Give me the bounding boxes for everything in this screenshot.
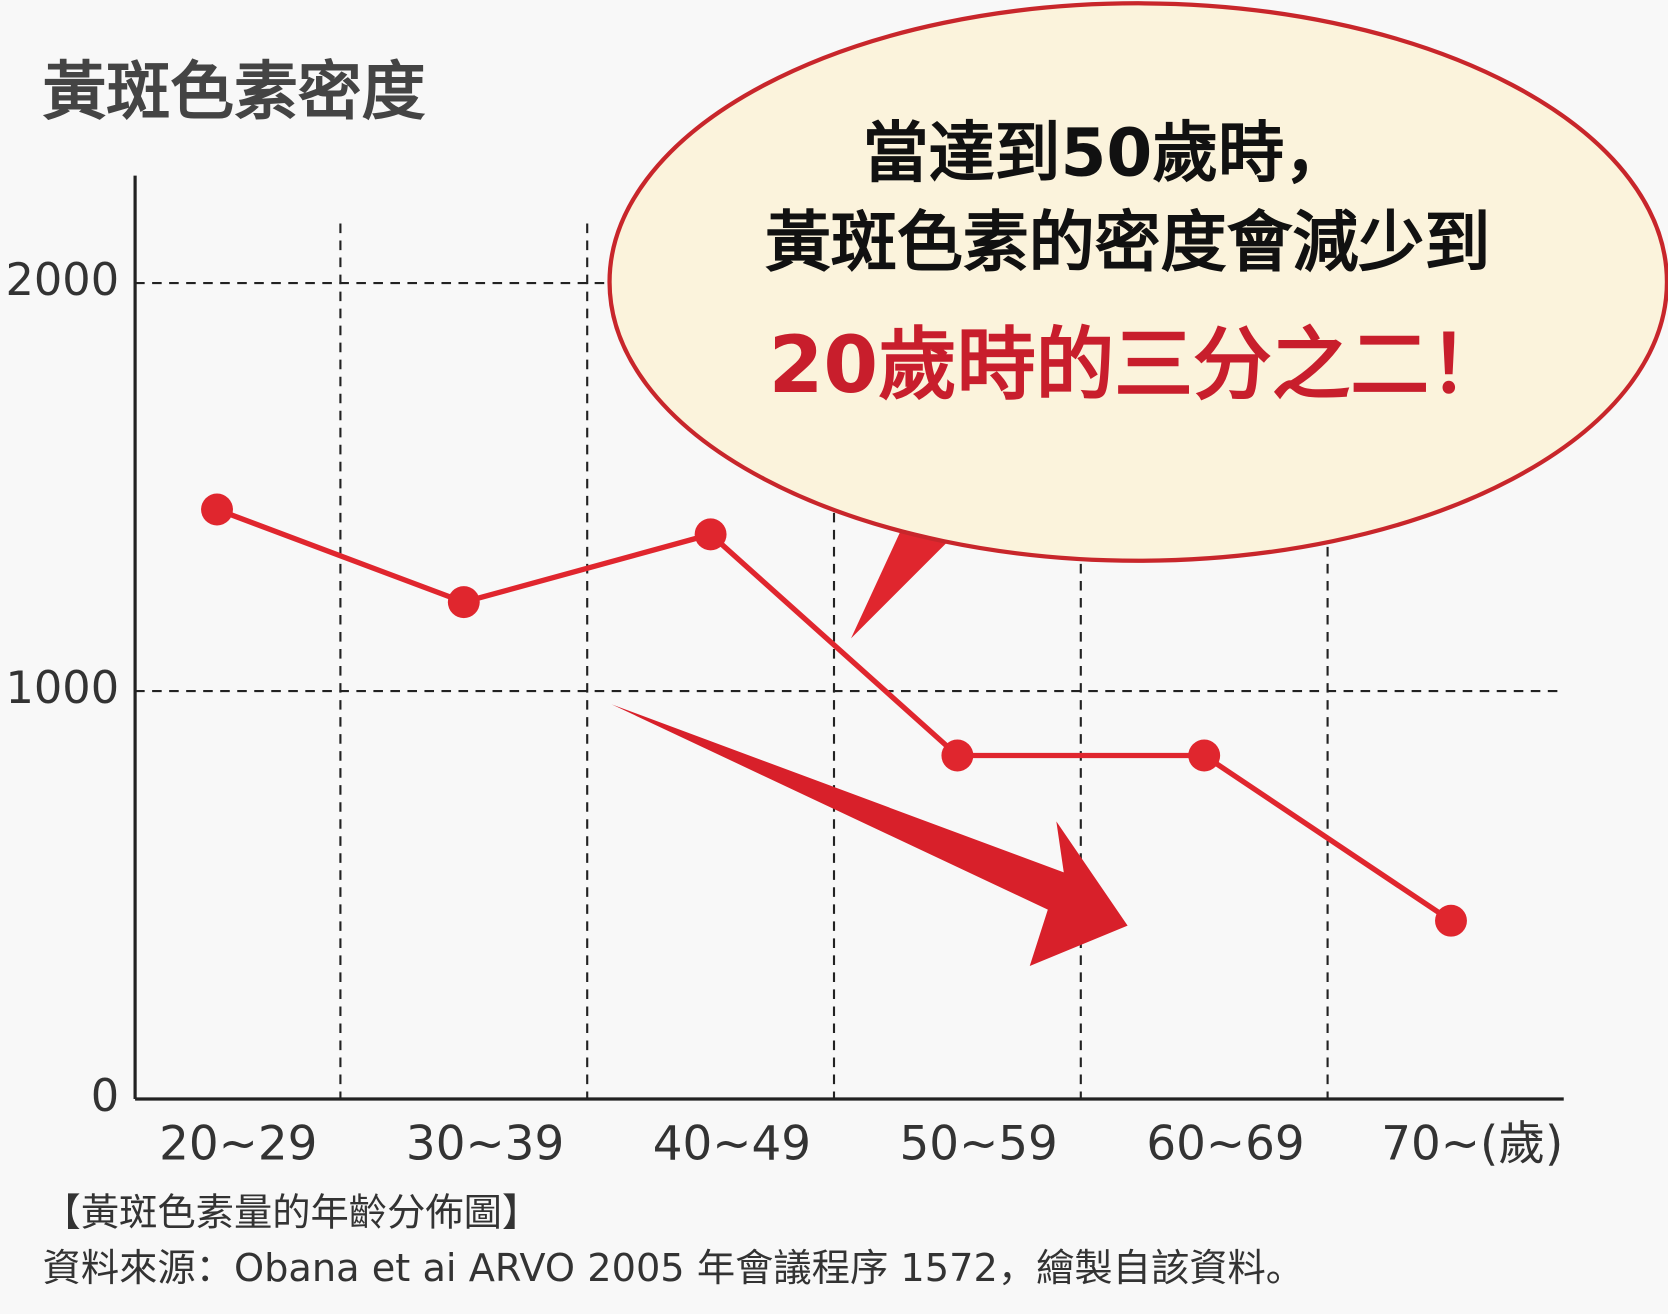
data-line: [216, 507, 1453, 923]
x-tick-label: 30~39: [406, 1117, 564, 1171]
data-point: [694, 518, 727, 551]
data-point: [201, 493, 233, 526]
plot: 20~29 30~39 40~49 50~59 60~69 70~(歲): [159, 493, 1563, 1171]
annotation-line: 當達到50歲時，: [863, 115, 1350, 192]
annotation-line: 黃斑色素的密度會減少到: [765, 204, 1490, 281]
y-tick-label: 0: [91, 1070, 119, 1122]
grid: 0 1000 2000: [5, 254, 1564, 1122]
data-point: [447, 586, 480, 619]
trend-arrow: [611, 704, 1128, 967]
x-tick-label: 70~(歲): [1381, 1117, 1563, 1171]
y-tick-label: 2000: [5, 254, 119, 306]
data-point: [1435, 904, 1467, 937]
speech-bubble: [607, 1, 1668, 563]
annotation-highlight: 20歲時的三分之二！: [769, 319, 1508, 411]
x-tick-label: 50~59: [900, 1117, 1058, 1171]
chart-title: 黃斑色素密度: [43, 55, 426, 129]
caption: 【黃斑色素量的年齡分佈圖】: [43, 1190, 541, 1235]
x-tick-label: 20~29: [159, 1117, 317, 1171]
caption: 資料來源：Obana et ai ARVO 2005 年會議程序 1572，繪製…: [43, 1246, 1305, 1291]
data-point: [941, 739, 974, 772]
x-tick-label: 60~69: [1146, 1117, 1304, 1171]
data-point: [1188, 739, 1221, 772]
y-tick-label: 1000: [5, 662, 119, 714]
x-tick-label: 40~49: [653, 1117, 811, 1171]
